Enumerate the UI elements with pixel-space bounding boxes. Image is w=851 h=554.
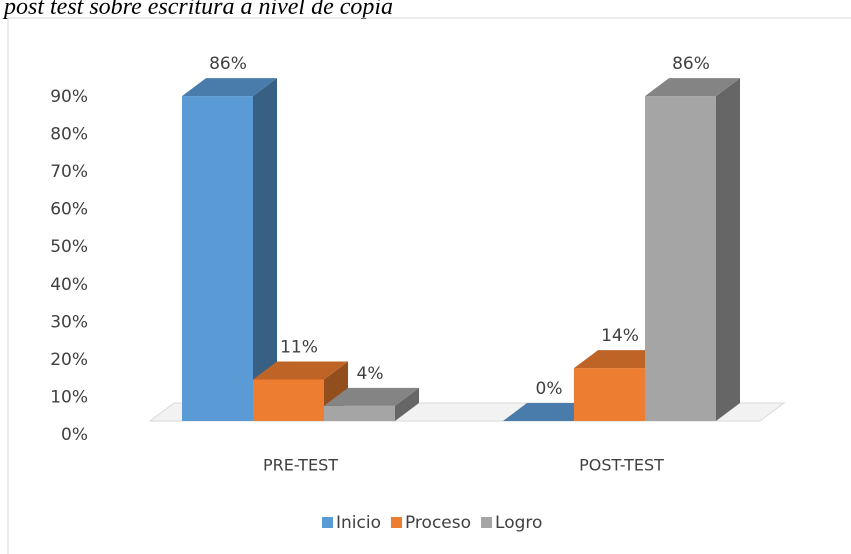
chart-title: post test sobre escritura a nivel de cop… (2, 0, 393, 20)
legend-swatch (390, 517, 402, 528)
y-tick-label: 60% (50, 200, 88, 220)
bar (182, 78, 277, 421)
y-tick-label: 0% (61, 425, 88, 445)
bar-face (324, 387, 419, 406)
bar-face (645, 96, 716, 421)
y-tick-label: 80% (50, 125, 88, 145)
data-label: 11% (280, 337, 318, 357)
legend-swatch (322, 517, 333, 528)
x-tick-label: PRE-TEST (263, 456, 338, 475)
bar-face (253, 379, 324, 421)
y-tick-label: 20% (50, 350, 88, 370)
bar (324, 387, 419, 421)
y-tick-label: 30% (50, 312, 88, 332)
x-tick-label: POST-TEST (579, 456, 664, 475)
y-tick-label: 50% (50, 237, 88, 257)
legend-label: Logro (495, 513, 542, 533)
bar-face (182, 96, 253, 421)
data-label: 4% (357, 364, 384, 384)
data-label: 86% (209, 54, 247, 74)
bar (645, 78, 740, 421)
bar-face (324, 405, 395, 421)
bar-face (716, 78, 740, 421)
data-label: 0% (536, 379, 563, 399)
bar-face (253, 361, 348, 380)
legend-swatch (481, 517, 493, 528)
bar-face (574, 368, 645, 421)
y-tick-label: 40% (50, 275, 88, 295)
data-label: 86% (672, 54, 710, 74)
y-tick-label: 90% (50, 87, 88, 107)
bar-face (253, 78, 277, 421)
bar-face (182, 78, 277, 97)
data-label: 14% (601, 326, 639, 346)
legend-label: Inicio (336, 513, 381, 533)
bar-face (395, 387, 419, 421)
y-tick-label: 10% (50, 387, 88, 407)
chart-frame (7, 17, 851, 554)
legend-label: Proceso (405, 513, 471, 533)
bar-face (645, 78, 740, 97)
y-tick-label: 70% (50, 162, 88, 182)
